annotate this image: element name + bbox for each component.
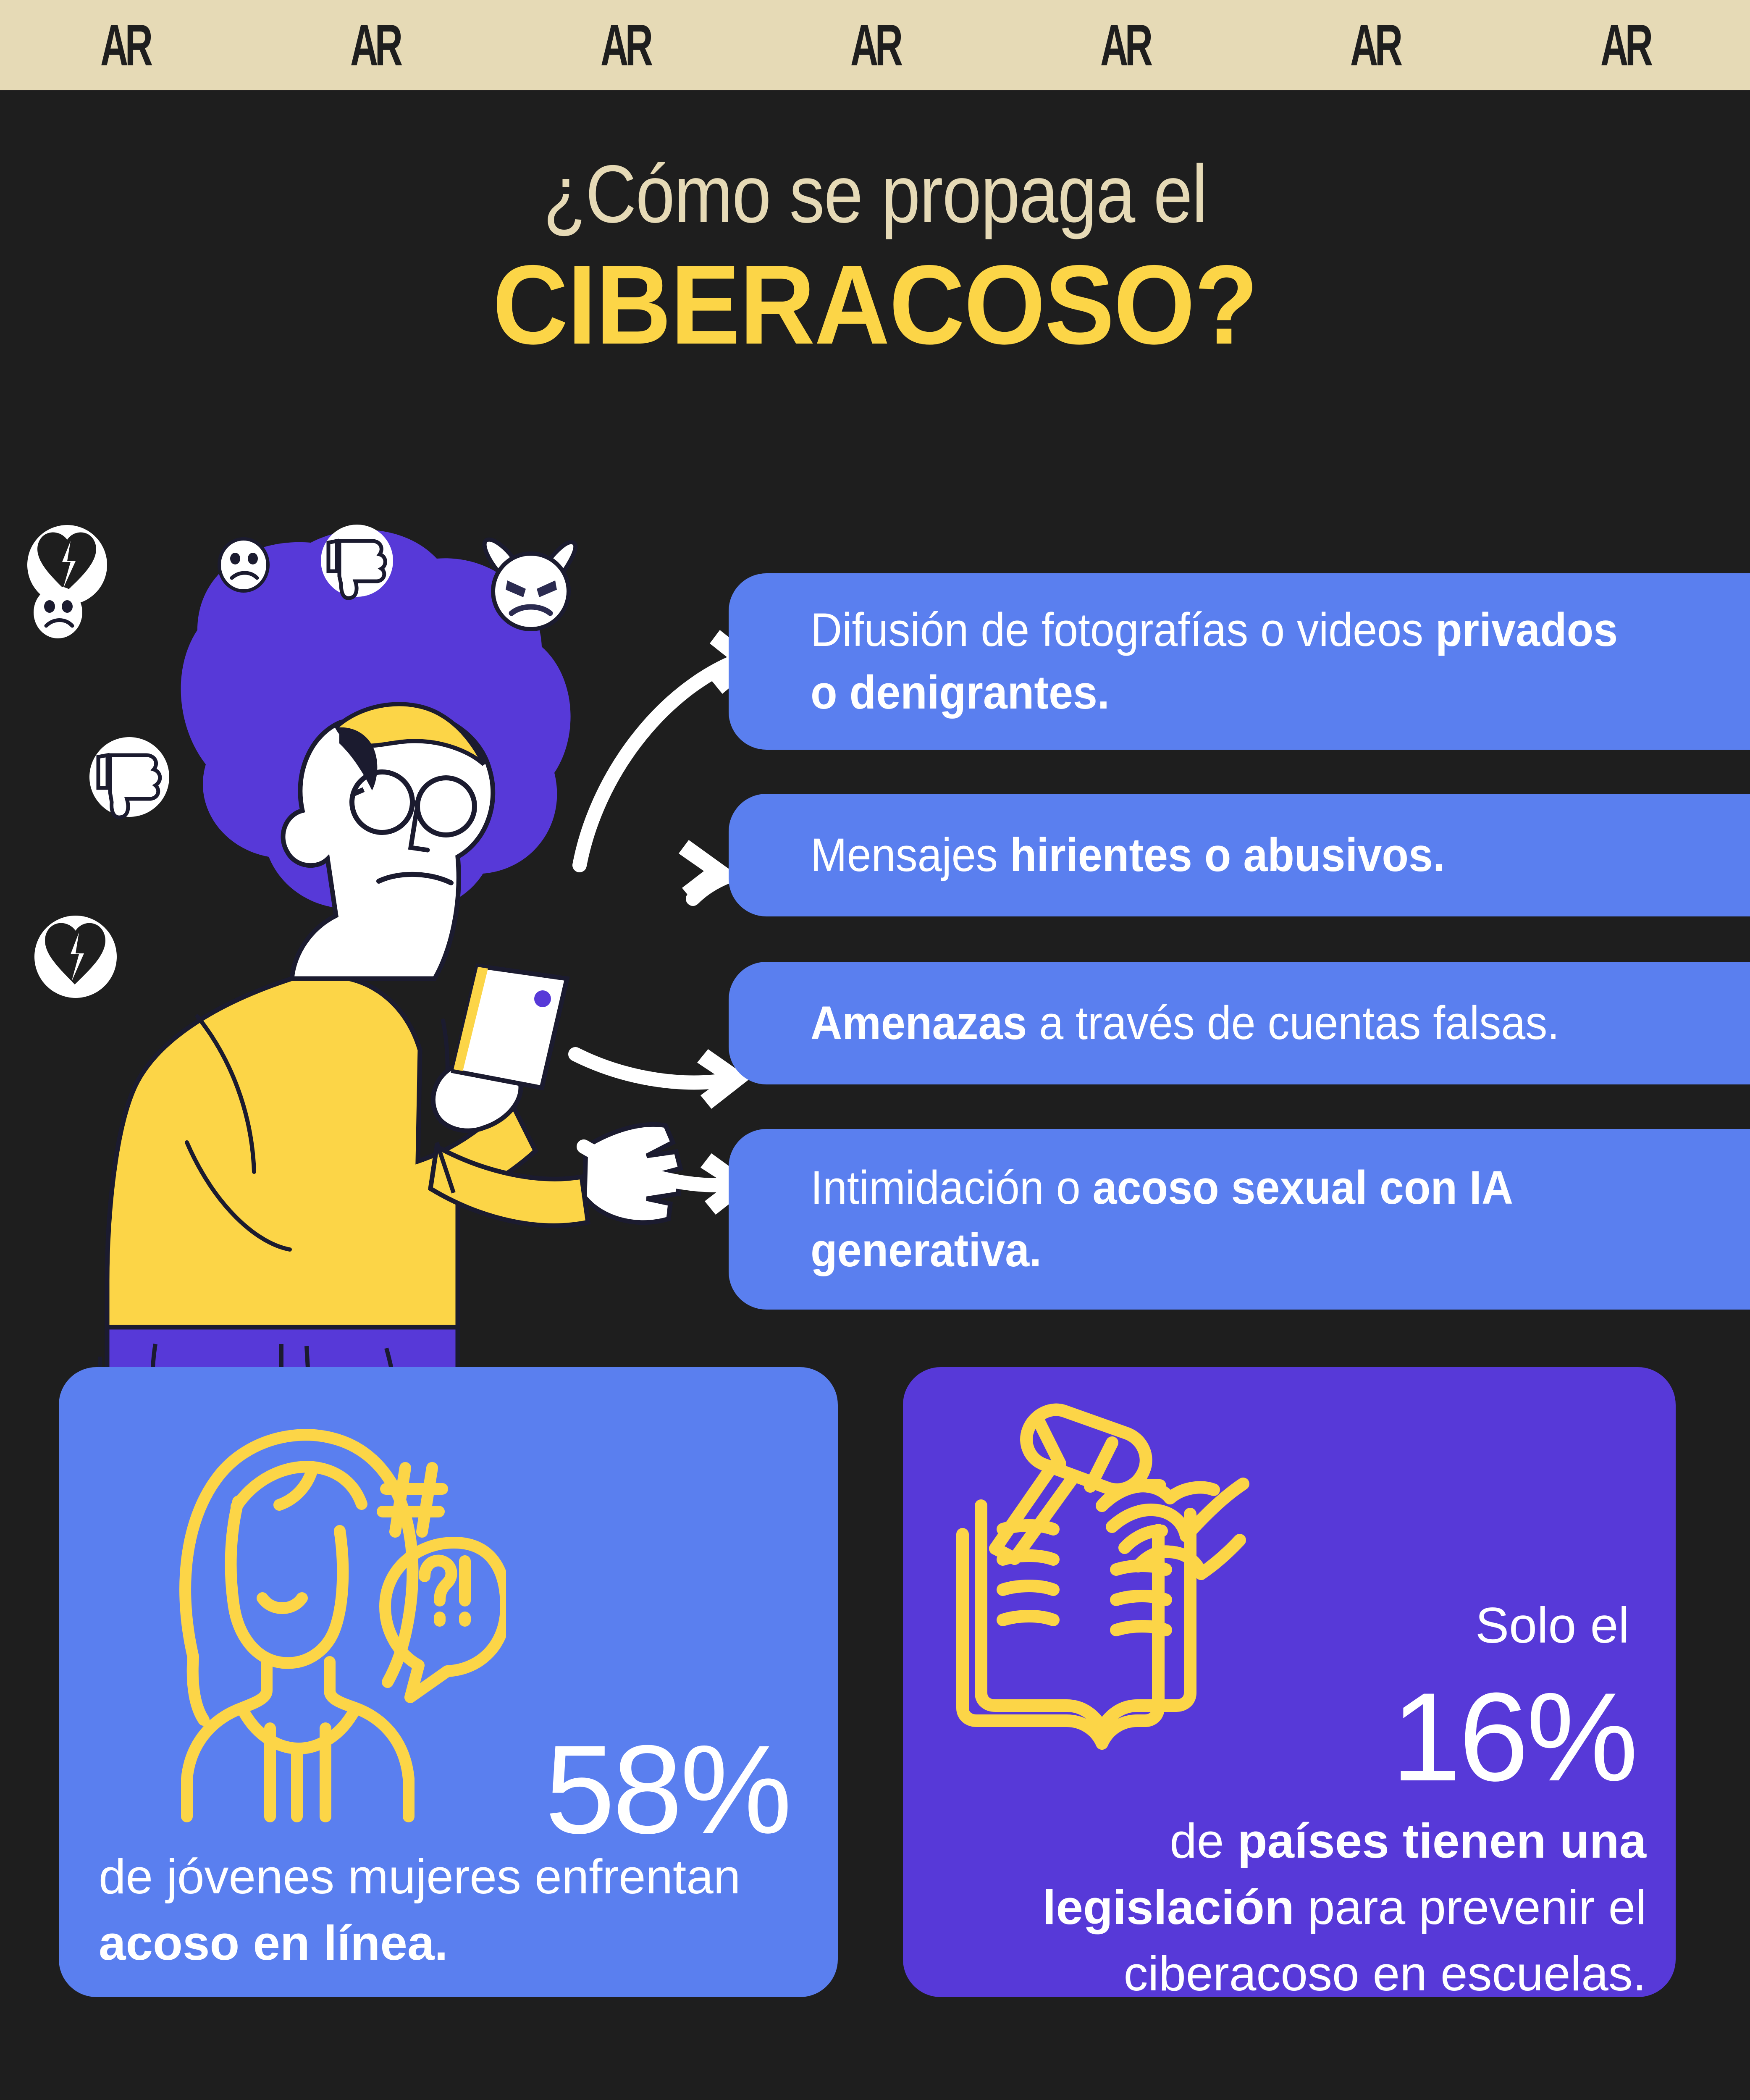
ar-logo: AR [1600, 12, 1653, 78]
list-item-amenazas[interactable]: Amenazas a través de cuentas falsas. [729, 962, 1750, 1084]
stat-card-mujeres: 58% de jóvenes mujeres enfrentan acoso e… [59, 1367, 838, 1997]
list-item-bold: hirientes o abusivos. [1010, 828, 1445, 881]
list-item-plain: Difusión de fotografías o videos [811, 604, 1436, 656]
page-title: ¿Cómo se propaga el CIBERACOSO? [0, 151, 1750, 361]
title-line-1: ¿Cómo se propaga el [543, 148, 1208, 240]
list-item-bold: Amenazas [811, 996, 1027, 1049]
sad-face-icon [218, 537, 270, 593]
ar-logo: AR [850, 12, 903, 78]
ar-logo: AR [1350, 12, 1403, 78]
list-item-text: Mensajes hirientes o abusivos. [811, 824, 1445, 887]
ar-logo: AR [100, 12, 153, 78]
list-item-difusion[interactable]: Difusión de fotografías o videos privado… [729, 573, 1750, 750]
thumbs-down-icon [321, 525, 393, 600]
ar-logo: AR [350, 12, 403, 78]
character-head [281, 702, 496, 981]
character-illustration [17, 433, 739, 1420]
thumbs-down-icon [89, 737, 169, 819]
list-item-mensajes[interactable]: Mensajes hirientes o abusivos. [729, 794, 1750, 916]
stat-lead-text: Solo el [1475, 1597, 1629, 1654]
ar-logo: AR [600, 12, 653, 78]
character-body [105, 976, 591, 1330]
ar-logo: AR [1100, 12, 1153, 78]
list-item-plain: Intimidación o [811, 1161, 1093, 1214]
stat-percent: 58% [545, 1719, 792, 1860]
stat-caption: de jóvenes mujeres enfrentan acoso en lí… [99, 1844, 804, 1977]
stat-caption-plain-2: para prevenir el ciberacoso en escuelas. [1123, 1880, 1646, 1997]
gavel-book-hand-icon [928, 1380, 1373, 1850]
angry-devil-face-icon [482, 537, 578, 631]
stat-caption-plain: de jóvenes mujeres enfrentan [99, 1849, 741, 1904]
stat-caption-bold: acoso en línea. [99, 1915, 448, 1970]
stat-caption-plain-1: de [1170, 1814, 1238, 1868]
stat-card-legislacion: Solo el 16% de países tienen una legisla… [903, 1367, 1676, 1997]
broken-heart-icon [34, 916, 117, 998]
list-item-bold: privados o denigrantes. [811, 604, 1618, 719]
list-item-text: Amenazas a través de cuentas falsas. [811, 992, 1559, 1055]
list-item-text: Difusión de fotografías o videos privado… [811, 599, 1637, 724]
list-item-intimidacion[interactable]: Intimidación o acoso sexual con IA gener… [729, 1129, 1750, 1310]
stat-caption: de países tienen una legislación para pr… [932, 1808, 1646, 1997]
list-item-plain: Mensajes [811, 828, 1010, 881]
list-item-text: Intimidación o acoso sexual con IA gener… [811, 1157, 1637, 1282]
top-banner: AR AR AR AR AR AR AR [0, 0, 1750, 90]
broken-heart-icon [27, 525, 107, 605]
woman-hashtag-speech-bubble-icon [128, 1396, 506, 1842]
sad-face-icon [34, 586, 82, 638]
stat-caption-bold-1: países tienen una legislación [1042, 1814, 1646, 1935]
stat-percent: 16% [1391, 1666, 1638, 1807]
title-line-2: CIBERACOSO? [492, 241, 1258, 368]
list-item-plain: a través de cuentas falsas. [1027, 996, 1560, 1049]
list-item-bold: acoso sexual con IA generativa. [811, 1161, 1512, 1276]
